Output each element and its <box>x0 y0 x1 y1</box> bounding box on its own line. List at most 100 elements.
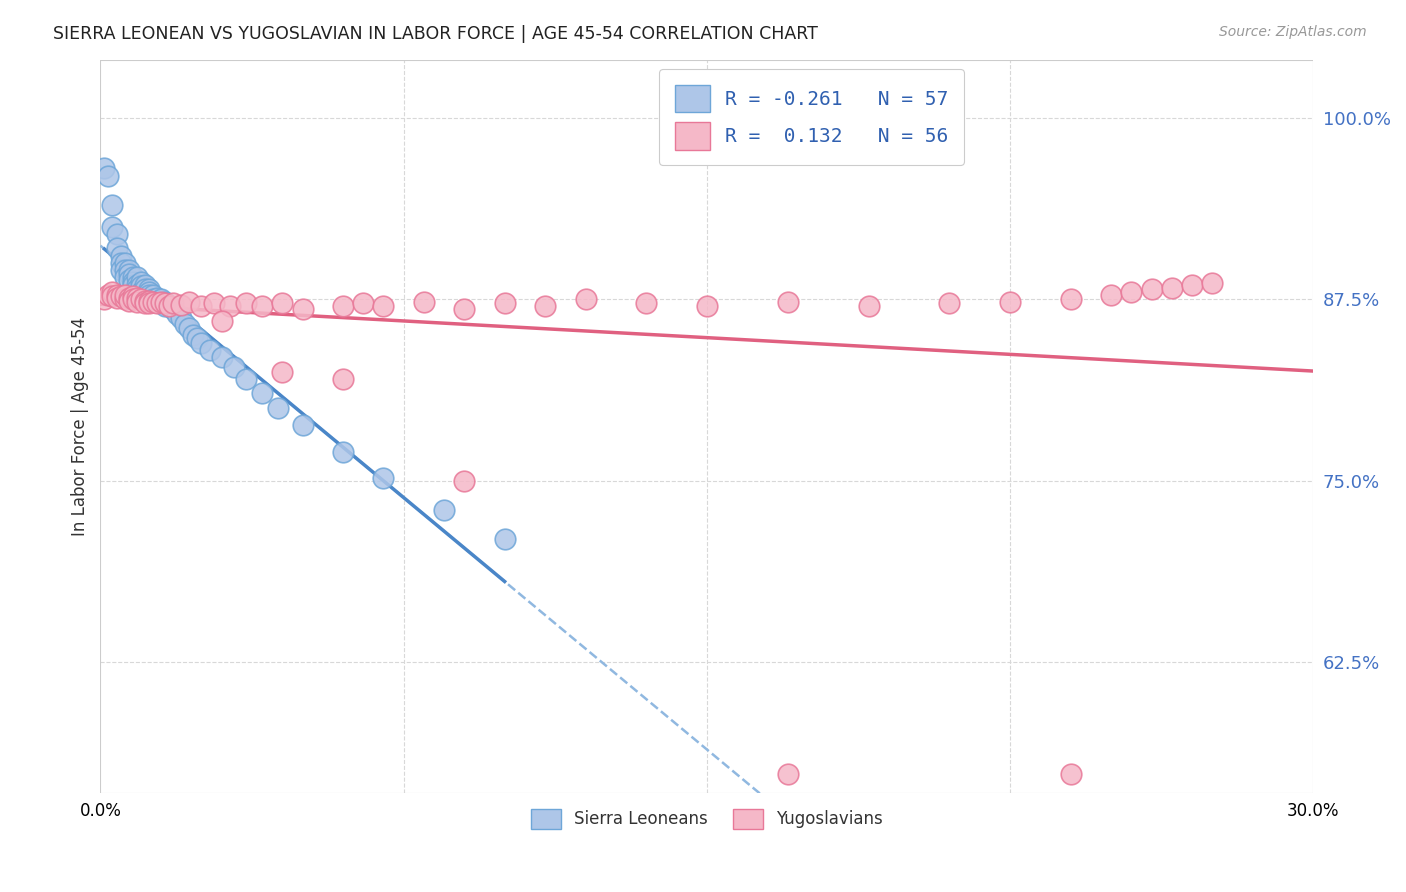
Point <box>433 502 456 516</box>
Point <box>125 282 148 296</box>
Legend: Sierra Leoneans, Yugoslavians: Sierra Leoneans, Yugoslavians <box>524 802 890 836</box>
Point <box>170 310 193 325</box>
Point <box>222 360 245 375</box>
Point <box>534 299 557 313</box>
Point <box>494 532 516 546</box>
Point <box>211 314 233 328</box>
Point <box>114 292 136 306</box>
Point <box>121 270 143 285</box>
Point <box>453 474 475 488</box>
Point <box>129 279 152 293</box>
Point <box>166 307 188 321</box>
Point <box>332 372 354 386</box>
Point <box>134 296 156 310</box>
Point <box>97 287 120 301</box>
Point <box>114 270 136 285</box>
Point <box>153 296 176 310</box>
Point <box>1201 276 1223 290</box>
Point <box>1181 277 1204 292</box>
Point <box>636 296 658 310</box>
Point <box>291 302 314 317</box>
Point <box>121 275 143 289</box>
Point <box>105 227 128 241</box>
Point <box>125 291 148 305</box>
Point <box>412 295 434 310</box>
Point <box>235 296 257 310</box>
Point <box>114 287 136 301</box>
Point <box>157 299 180 313</box>
Point <box>574 292 596 306</box>
Point <box>97 169 120 183</box>
Point <box>110 263 132 277</box>
Point <box>250 299 273 313</box>
Point <box>114 256 136 270</box>
Point <box>211 350 233 364</box>
Point <box>190 299 212 313</box>
Point <box>101 289 124 303</box>
Point <box>218 299 240 313</box>
Point <box>250 386 273 401</box>
Point <box>118 291 141 305</box>
Point <box>125 270 148 285</box>
Point <box>1060 292 1083 306</box>
Point <box>153 299 176 313</box>
Point <box>110 289 132 303</box>
Point <box>198 343 221 357</box>
Point <box>138 282 160 296</box>
Point <box>146 296 169 310</box>
Point <box>134 277 156 292</box>
Point <box>271 365 294 379</box>
Point <box>121 289 143 303</box>
Point <box>114 263 136 277</box>
Point <box>938 296 960 310</box>
Point <box>105 287 128 301</box>
Point <box>146 295 169 310</box>
Point <box>170 298 193 312</box>
Y-axis label: In Labor Force | Age 45-54: In Labor Force | Age 45-54 <box>72 317 89 535</box>
Point <box>105 241 128 255</box>
Point <box>332 299 354 313</box>
Point <box>696 299 718 313</box>
Point <box>150 296 173 310</box>
Point <box>142 292 165 306</box>
Text: SIERRA LEONEAN VS YUGOSLAVIAN IN LABOR FORCE | AGE 45-54 CORRELATION CHART: SIERRA LEONEAN VS YUGOSLAVIAN IN LABOR F… <box>53 25 818 43</box>
Point <box>157 299 180 313</box>
Point <box>121 292 143 306</box>
Point <box>1160 280 1182 294</box>
Point <box>1121 285 1143 299</box>
Point <box>125 295 148 310</box>
Point <box>93 292 115 306</box>
Point <box>118 268 141 282</box>
Point <box>776 295 799 310</box>
Point <box>186 331 208 345</box>
Point <box>1099 287 1122 301</box>
Point <box>134 293 156 308</box>
Point <box>146 291 169 305</box>
Point <box>858 299 880 313</box>
Point <box>118 263 141 277</box>
Point <box>110 256 132 270</box>
Point <box>110 249 132 263</box>
Point <box>93 161 115 176</box>
Point <box>138 287 160 301</box>
Text: Source: ZipAtlas.com: Source: ZipAtlas.com <box>1219 25 1367 39</box>
Point <box>118 293 141 308</box>
Point <box>235 372 257 386</box>
Point <box>267 401 290 415</box>
Point <box>138 293 160 308</box>
Point <box>174 317 197 331</box>
Point <box>291 418 314 433</box>
Point <box>129 292 152 306</box>
Point <box>134 282 156 296</box>
Point <box>153 295 176 310</box>
Point <box>179 321 201 335</box>
Point <box>183 328 205 343</box>
Point <box>998 295 1021 310</box>
Point <box>125 277 148 292</box>
Point <box>101 219 124 234</box>
Point <box>129 275 152 289</box>
Point <box>373 470 395 484</box>
Point <box>150 295 173 310</box>
Point <box>332 444 354 458</box>
Point <box>453 302 475 317</box>
